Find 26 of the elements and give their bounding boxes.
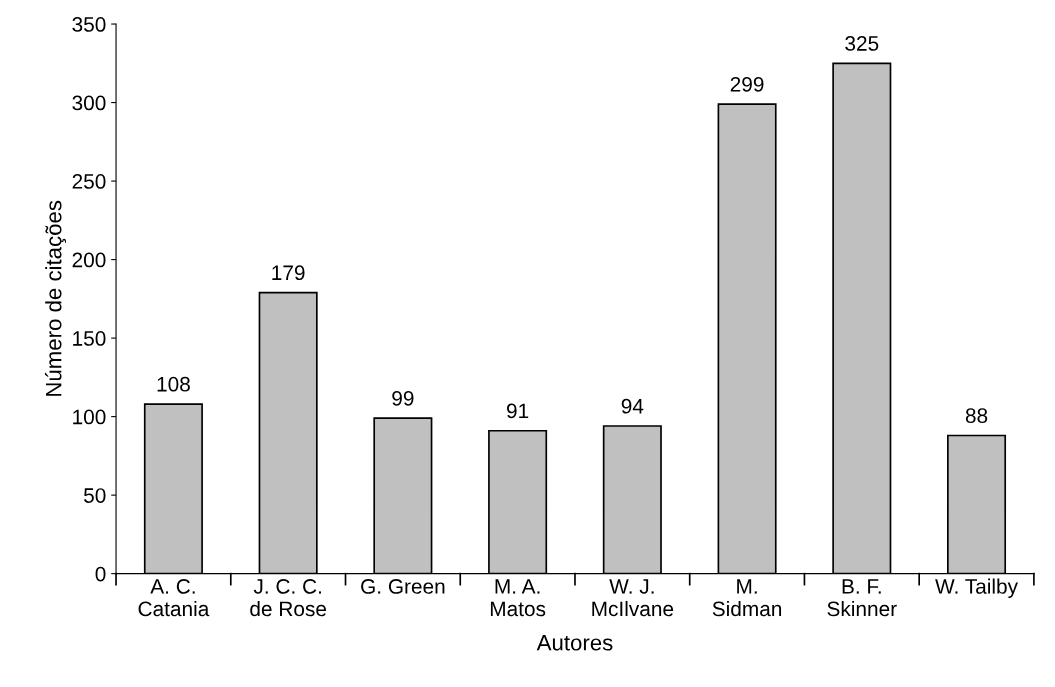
x-tick-label: A. C. Catania <box>138 579 210 617</box>
x-tick-label: W. J. McIlvane <box>592 579 674 617</box>
data-label: 99 <box>392 390 414 406</box>
data-label: 325 <box>845 36 879 51</box>
x-tick-label: M. Sidman <box>712 579 782 617</box>
x-tick-label: G. Green <box>361 579 445 594</box>
y-tick-label: 300 <box>72 95 106 111</box>
y-tick-label: 0 <box>95 566 106 582</box>
x-tick-label: M. A. Matos <box>490 579 546 617</box>
x-tick-label: J. C. C. de Rose <box>250 579 327 617</box>
data-label: 108 <box>157 376 190 392</box>
y-tick-label: 150 <box>73 331 106 346</box>
x-axis-title: Autores <box>536 635 613 651</box>
y-axis-title: Número de citações <box>44 200 67 396</box>
y-tick-label: 200 <box>72 252 106 268</box>
y-tick-label: 350 <box>72 17 106 32</box>
data-label: 179 <box>272 265 305 281</box>
y-tick-label: 50 <box>83 488 106 503</box>
data-label: 94 <box>621 398 644 414</box>
data-label: 88 <box>965 408 988 424</box>
y-tick-label: 250 <box>72 174 106 189</box>
x-tick-label: B. F. Skinner <box>827 579 897 617</box>
y-tick-label: 100 <box>73 409 106 425</box>
data-label: 91 <box>507 403 529 419</box>
x-tick-label: W. Tailby <box>935 578 1018 598</box>
data-label: 299 <box>730 76 764 92</box>
